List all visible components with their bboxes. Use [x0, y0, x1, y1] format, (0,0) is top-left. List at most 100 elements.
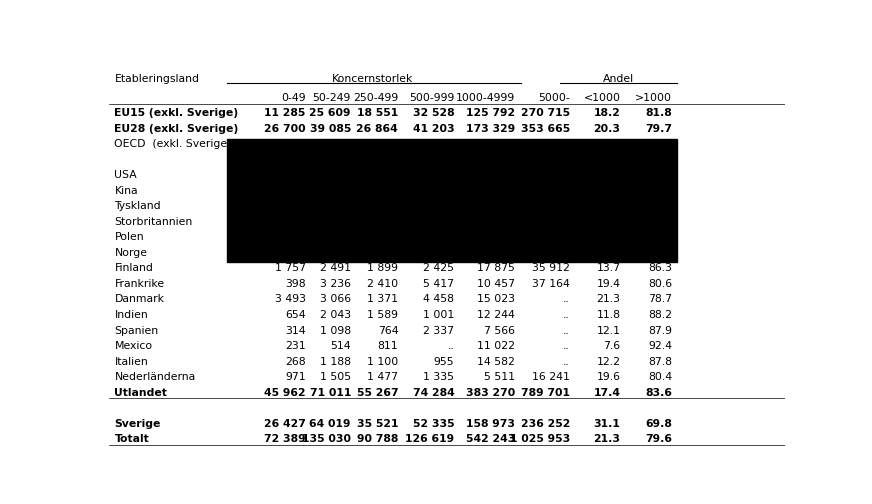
Text: 1 001: 1 001 — [423, 310, 454, 320]
Text: 16 241: 16 241 — [532, 372, 570, 382]
Text: 0-49: 0-49 — [281, 93, 306, 103]
Text: 81.8: 81.8 — [645, 108, 672, 118]
Text: 37 164: 37 164 — [532, 279, 570, 289]
Text: 1 025 953: 1 025 953 — [509, 434, 570, 444]
Text: 26 427: 26 427 — [264, 419, 306, 429]
Text: 270 715: 270 715 — [521, 108, 570, 118]
Text: >1000: >1000 — [635, 93, 672, 103]
Text: 87.8: 87.8 — [648, 357, 672, 366]
Text: 250-499: 250-499 — [353, 93, 399, 103]
Text: 41 203: 41 203 — [412, 124, 454, 134]
Text: 11.8: 11.8 — [596, 310, 621, 320]
Text: Polen: Polen — [114, 232, 144, 242]
Text: 7 566: 7 566 — [484, 326, 515, 336]
Text: 789 701: 789 701 — [521, 388, 570, 398]
Text: 18 551: 18 551 — [357, 108, 399, 118]
Text: 64 019: 64 019 — [310, 419, 351, 429]
Text: 955: 955 — [433, 357, 454, 366]
Text: Tyskland: Tyskland — [114, 202, 161, 211]
Text: 1 505: 1 505 — [320, 372, 351, 382]
Text: 811: 811 — [378, 341, 399, 351]
Text: 1 757: 1 757 — [275, 264, 306, 274]
Text: 1 371: 1 371 — [367, 294, 399, 304]
Text: 21.3: 21.3 — [596, 294, 621, 304]
Text: Danmark: Danmark — [114, 294, 165, 304]
Text: 236 252: 236 252 — [521, 419, 570, 429]
Text: 79.6: 79.6 — [645, 434, 672, 444]
Text: 80.4: 80.4 — [648, 372, 672, 382]
Text: 14 582: 14 582 — [477, 357, 515, 366]
Text: 231: 231 — [285, 341, 306, 351]
Text: Indien: Indien — [114, 310, 148, 320]
Text: 314: 314 — [285, 326, 306, 336]
Text: 1 899: 1 899 — [367, 264, 399, 274]
Text: Etableringsland: Etableringsland — [114, 74, 200, 84]
Text: ..: .. — [563, 310, 570, 320]
Text: Utlandet: Utlandet — [114, 388, 167, 398]
Text: 15 023: 15 023 — [477, 294, 515, 304]
Text: 17.4: 17.4 — [594, 388, 621, 398]
Text: 398: 398 — [285, 279, 306, 289]
Text: 126 619: 126 619 — [405, 434, 454, 444]
Text: 158 973: 158 973 — [467, 419, 515, 429]
Text: 83.6: 83.6 — [645, 388, 672, 398]
Text: Totalt: Totalt — [114, 434, 149, 444]
Text: 1 100: 1 100 — [367, 357, 399, 366]
Text: 78.7: 78.7 — [648, 294, 672, 304]
Text: 5000-: 5000- — [538, 93, 570, 103]
Text: 12.2: 12.2 — [596, 357, 621, 366]
Text: 90 788: 90 788 — [357, 434, 399, 444]
Text: ..: .. — [563, 326, 570, 336]
Text: 88.2: 88.2 — [648, 310, 672, 320]
Text: 10 457: 10 457 — [477, 279, 515, 289]
Text: 17 875: 17 875 — [477, 264, 515, 274]
Text: 3 236: 3 236 — [320, 279, 351, 289]
Text: Norge: Norge — [114, 248, 147, 258]
Text: Koncernstorlek: Koncernstorlek — [332, 74, 413, 84]
Text: 19.6: 19.6 — [596, 372, 621, 382]
Text: Spanien: Spanien — [114, 326, 159, 336]
Text: 1 098: 1 098 — [320, 326, 351, 336]
Text: 50-249: 50-249 — [312, 93, 351, 103]
Text: 26 864: 26 864 — [357, 124, 399, 134]
Text: 39 085: 39 085 — [310, 124, 351, 134]
Text: 135 030: 135 030 — [302, 434, 351, 444]
Text: Frankrike: Frankrike — [114, 279, 165, 289]
Text: Finland: Finland — [114, 264, 153, 274]
Text: 5 511: 5 511 — [484, 372, 515, 382]
Text: 35 521: 35 521 — [357, 419, 399, 429]
Text: 4 458: 4 458 — [423, 294, 454, 304]
Text: 12.1: 12.1 — [596, 326, 621, 336]
Text: 2 410: 2 410 — [367, 279, 399, 289]
Text: 11 022: 11 022 — [477, 341, 515, 351]
Text: 19.4: 19.4 — [596, 279, 621, 289]
Text: 72 389: 72 389 — [264, 434, 306, 444]
Text: 35 912: 35 912 — [532, 264, 570, 274]
Text: EU15 (exkl. Sverige): EU15 (exkl. Sverige) — [114, 108, 239, 118]
Text: 45 962: 45 962 — [264, 388, 306, 398]
Text: 514: 514 — [330, 341, 351, 351]
Text: ..: .. — [563, 294, 570, 304]
Text: Andel: Andel — [603, 74, 634, 84]
Text: 2 491: 2 491 — [320, 264, 351, 274]
Text: <1000: <1000 — [583, 93, 621, 103]
Text: 32 528: 32 528 — [412, 108, 454, 118]
Text: 1 589: 1 589 — [367, 310, 399, 320]
Text: 383 270: 383 270 — [466, 388, 515, 398]
Text: 52 335: 52 335 — [412, 419, 454, 429]
Text: 86.3: 86.3 — [648, 264, 672, 274]
Text: 92.4: 92.4 — [648, 341, 672, 351]
Text: 500-999: 500-999 — [409, 93, 454, 103]
Text: 173 329: 173 329 — [466, 124, 515, 134]
Text: Kina: Kina — [114, 186, 138, 196]
Text: 7.6: 7.6 — [603, 341, 621, 351]
Text: 55 267: 55 267 — [357, 388, 399, 398]
Text: EU28 (exkl. Sverige): EU28 (exkl. Sverige) — [114, 124, 239, 134]
Text: 20.3: 20.3 — [594, 124, 621, 134]
Text: OECD  (exkl. Sverige): OECD (exkl. Sverige) — [114, 139, 232, 149]
Text: Storbritannien: Storbritannien — [114, 217, 193, 227]
Text: 25 609: 25 609 — [310, 108, 351, 118]
Text: Nederländerna: Nederländerna — [114, 372, 195, 382]
Text: 2 425: 2 425 — [423, 264, 454, 274]
Text: 125 792: 125 792 — [466, 108, 515, 118]
